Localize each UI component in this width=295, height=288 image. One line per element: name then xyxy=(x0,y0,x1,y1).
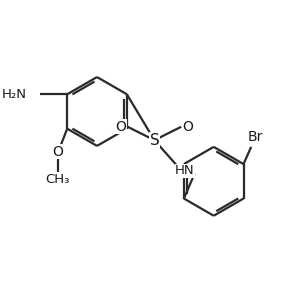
Text: O: O xyxy=(52,145,63,159)
Text: H₂N: H₂N xyxy=(2,88,27,101)
Text: HN: HN xyxy=(175,164,195,177)
Text: CH₃: CH₃ xyxy=(45,173,70,186)
Text: S: S xyxy=(150,133,159,148)
Text: Br: Br xyxy=(247,130,263,144)
Text: O: O xyxy=(182,120,193,134)
Text: O: O xyxy=(115,120,126,134)
